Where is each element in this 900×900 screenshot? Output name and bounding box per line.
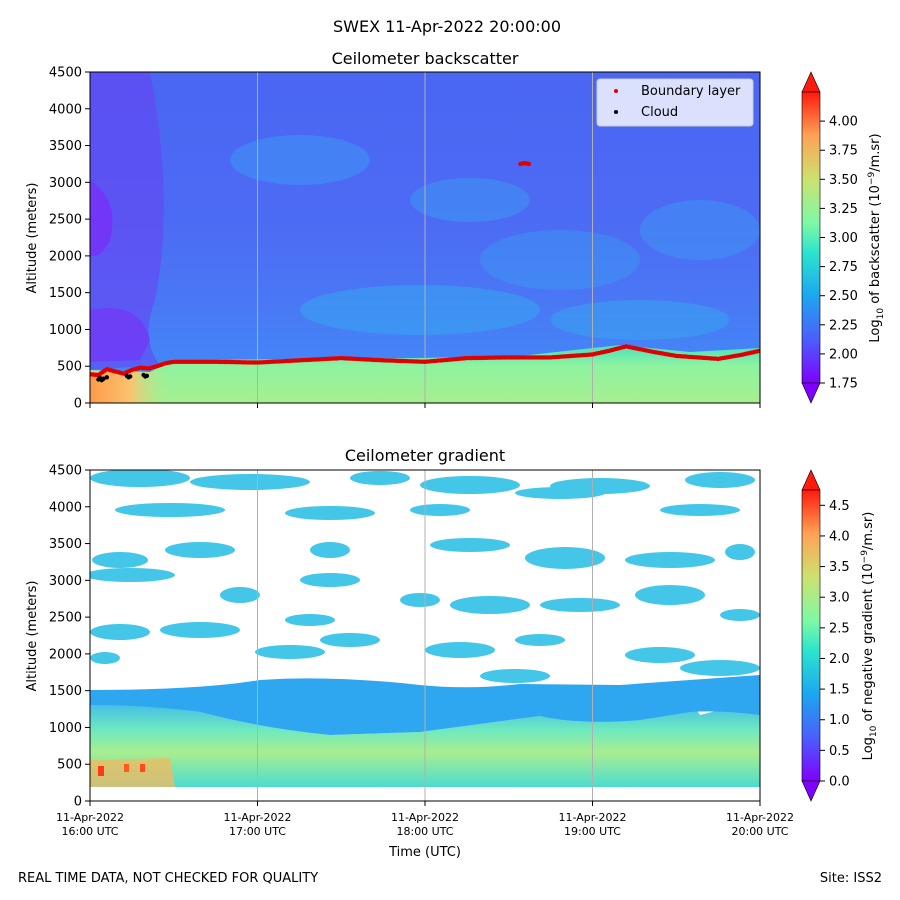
legend-marker-cloud	[614, 110, 618, 114]
colorbar-tick-label: 3.25	[829, 202, 858, 217]
y-tick-label: 1000	[49, 323, 82, 338]
gradient-panel: Ceilometer gradient	[25, 446, 879, 860]
cloud-point	[144, 373, 150, 378]
y-tick-label: 2500	[49, 213, 82, 228]
backscatter-y-ticks: 0 500 1000 1500 2000 2500 3000 3500 4000 4500	[49, 66, 90, 412]
gradient-title: Ceilometer gradient	[345, 446, 505, 465]
backscatter-colorbar-label: Log10 of backscatter (10−9/m.sr)	[867, 133, 886, 342]
colorbar-extend-max	[801, 71, 821, 93]
legend[interactable]: Boundary layer Cloud	[596, 78, 754, 127]
y-tick-label: 1500	[49, 684, 82, 699]
backscatter-ylabel: Altitude (meters)	[25, 183, 40, 294]
backscatter-gridlines	[257, 72, 593, 403]
boundary-layer-series	[518, 161, 532, 167]
colorbar-tick-label: 3.0	[829, 591, 850, 606]
colorbar-tick-label: 0.5	[829, 744, 850, 759]
gradient-ylabel: Altitude (meters)	[25, 581, 40, 692]
footer-site: Site: ISS2	[820, 871, 882, 886]
colorbar-tick-label: 4.0	[829, 529, 850, 544]
colorbar-gradient	[801, 91, 821, 384]
colorbar-tick-label: 2.50	[829, 289, 858, 304]
cloud-series	[96, 372, 150, 383]
y-tick-label: 4000	[49, 102, 82, 117]
colorbar-tick-label: 3.5	[829, 560, 850, 575]
gradient-colorbar: 0.0 0.5 1.0 1.5 2.0 2.5 3.0 3.5 4.0 4.5 Log10 of …	[801, 469, 879, 802]
colorbar-tick-label: 2.75	[829, 260, 858, 275]
colorbar-tick-label: 2.00	[829, 347, 858, 362]
cloud-point	[104, 375, 110, 380]
figure-title: SWEX 11-Apr-2022 20:00:00	[333, 17, 561, 36]
footer-quality-note: REAL TIME DATA, NOT CHECKED FOR QUALITY	[18, 871, 318, 886]
y-tick-label: 2000	[49, 249, 82, 264]
y-tick-label: 4500	[49, 66, 82, 81]
legend-label-boundary-layer: Boundary layer	[641, 84, 741, 99]
cloud-point	[128, 374, 133, 379]
y-tick-label: 4500	[49, 464, 82, 479]
colorbar-gradient	[801, 489, 821, 782]
y-tick-label: 1000	[49, 721, 82, 736]
y-tick-label: 0	[74, 795, 82, 810]
boundary-layer-point	[526, 161, 532, 167]
gradient-colorbar-label: Log10 of negative gradient (10−9/m.sr)	[860, 512, 879, 761]
gradient-gridlines	[257, 470, 593, 801]
boundary-layer-series	[90, 344, 760, 378]
y-tick-label: 500	[57, 758, 82, 773]
x-tick-label-time: 19:00 UTC	[564, 825, 621, 838]
x-tick-label-date: 11-Apr-2022	[391, 811, 459, 824]
colorbar-extend-max	[801, 469, 821, 491]
boundary-layer-point	[757, 348, 760, 353]
colorbar-extend-min	[801, 780, 821, 802]
y-tick-label: 1500	[49, 286, 82, 301]
backscatter-panel: Ceilometer backscatter	[25, 49, 886, 412]
colorbar-tick-label: 1.5	[829, 683, 850, 698]
x-tick-label-date: 11-Apr-2022	[223, 811, 291, 824]
colorbar-tick-label: 1.75	[829, 377, 858, 392]
x-tick-label-time: 17:00 UTC	[229, 825, 286, 838]
y-tick-label: 3500	[49, 139, 82, 154]
backscatter-title: Ceilometer backscatter	[332, 49, 519, 68]
y-tick-label: 2500	[49, 611, 82, 626]
colorbar-tick-label: 3.50	[829, 173, 858, 188]
colorbar-tick-label: 3.00	[829, 231, 858, 246]
x-tick-label-time: 18:00 UTC	[396, 825, 453, 838]
y-tick-label: 0	[74, 397, 82, 412]
legend-label-cloud: Cloud	[641, 105, 678, 120]
gradient-heatmap	[90, 470, 760, 801]
colorbar-tick-label: 4.5	[829, 499, 850, 514]
x-tick-label-date: 11-Apr-2022	[726, 811, 794, 824]
backscatter-heatmap	[90, 72, 760, 403]
x-tick-label-time: 20:00 UTC	[731, 825, 788, 838]
y-tick-label: 3000	[49, 574, 82, 589]
colorbar-extend-min	[801, 382, 821, 404]
y-tick-label: 3000	[49, 176, 82, 191]
colorbar-tick-label: 3.75	[829, 144, 858, 159]
y-tick-label: 4000	[49, 500, 82, 515]
colorbar-tick-label: 2.25	[829, 318, 858, 333]
x-tick-label-date: 11-Apr-2022	[56, 811, 124, 824]
backscatter-x-ticks	[89, 403, 761, 408]
gradient-y-ticks: 0 500 1000 1500 2000 2500 3000 3500 4000 4500	[49, 464, 90, 810]
y-tick-label: 500	[57, 360, 82, 375]
gradient-xlabel: Time (UTC)	[388, 845, 461, 860]
y-tick-label: 3500	[49, 537, 82, 552]
x-tick-label-date: 11-Apr-2022	[558, 811, 626, 824]
colorbar-tick-label: 4.00	[829, 115, 858, 130]
colorbar-tick-label: 2.5	[829, 621, 850, 636]
colorbar-tick-label: 2.0	[829, 652, 850, 667]
cloud-point	[101, 376, 106, 381]
backscatter-colorbar: 1.75 2.00 2.25 2.50 2.75 3.00 3.25 3.50 3.75 4.00…	[801, 71, 886, 404]
y-tick-label: 2000	[49, 647, 82, 662]
legend-marker-boundary-layer	[614, 89, 618, 93]
legend-box	[596, 78, 754, 127]
colorbar-tick-label: 1.0	[829, 713, 850, 728]
colorbar-tick-label: 0.0	[829, 775, 850, 790]
x-tick-label-time: 16:00 UTC	[61, 825, 118, 838]
